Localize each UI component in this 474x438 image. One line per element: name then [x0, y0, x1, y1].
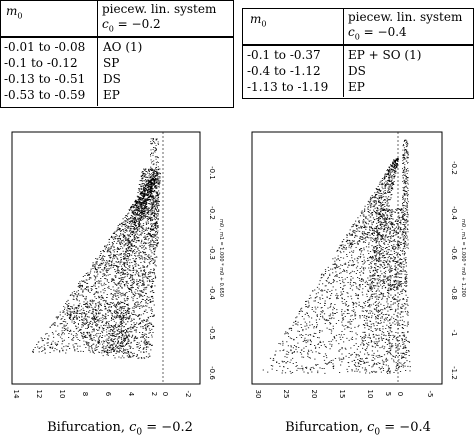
left-row-type: EP [103, 88, 120, 102]
right-type-column: EP + SO (1) DS EP [348, 47, 421, 95]
caption-value: = −0.2 [142, 420, 193, 435]
y-tick-label: -0.2 [450, 161, 458, 175]
y-tick-label: -0.4 [450, 206, 458, 220]
right-header-system: piecew. lin. system [348, 10, 463, 24]
right-row-type: EP [348, 80, 365, 94]
caption-left: Bifurcation, c0 = −0.2 [20, 420, 220, 438]
x-tick-label: 8 [81, 392, 89, 396]
y-axis-side-label: m0 , m1 = 1.000 * m0 + 1.200 [460, 219, 466, 297]
x-tick-label: 6 [104, 392, 112, 397]
right-row-range: -1.13 to -1.19 [247, 80, 329, 94]
y-axis-side-label: m0 , m1 = 1.000 * m0 + 0.650 [218, 219, 224, 297]
right-header-m0: m0 [250, 12, 267, 29]
left-row-range: -0.13 to -0.51 [4, 72, 86, 86]
y-tick-label: -1.2 [450, 366, 458, 380]
left-table-body-frame [0, 37, 234, 108]
x-tick-label: -5 [426, 391, 434, 398]
x-tick-label: 25 [282, 390, 290, 399]
left-header-m0: m0 [6, 4, 23, 21]
left-header-system: piecew. lin. system [102, 2, 217, 16]
caption-right: Bifurcation, c0 = −0.4 [258, 420, 458, 438]
x-tick-label: 30 [254, 390, 262, 399]
right-row-range: -0.1 to -0.37 [247, 48, 321, 62]
y-tick-label: -0.5 [208, 326, 216, 340]
y-tick-label: -0.1 [208, 166, 216, 180]
left-row-type: DS [103, 72, 121, 86]
x-axis: 30 25 20 15 10 5 0 -5 x [254, 390, 434, 408]
x-axis-label: x [404, 407, 408, 408]
left-row-type: AO (1) [103, 40, 143, 54]
right-table-divider [343, 8, 344, 97]
y-tick-label: -0.6 [450, 246, 458, 260]
bifurcation-plot-right: 30 25 20 15 10 5 0 -5 x -0.2 -0.4 -0.6 -… [251, 131, 466, 408]
caption-var: c [367, 420, 375, 435]
left-table-header-frame [0, 0, 234, 37]
x-tick-label: 14 [12, 390, 20, 399]
plot-frame [11, 131, 201, 385]
right-header-c0: c0 = −0.4 [348, 25, 407, 42]
x-tick-label: 0 [161, 392, 169, 396]
x-tick-label: 2 [150, 392, 158, 396]
x-tick-label: 10 [58, 390, 66, 399]
right-row-range: -0.4 to -1.12 [247, 64, 321, 78]
y-axis: -0.2 -0.4 -0.6 -0.8 -1 -1.2 m0 , m1 = 1.… [450, 161, 466, 380]
caption-sub: 0 [374, 427, 381, 438]
x-tick-label: 5 [384, 392, 392, 396]
bifurcation-points [32, 138, 161, 359]
x-tick-label: 15 [338, 390, 346, 399]
x-tick-label: 0 [396, 392, 404, 396]
y-tick-label: -0.2 [208, 206, 216, 220]
y-tick-label: -0.3 [208, 246, 216, 260]
x-tick-label: -2 [184, 391, 192, 398]
left-row-range: -0.1 to -0.12 [4, 56, 78, 70]
caption-var: c [129, 420, 137, 435]
left-row-range: -0.53 to -0.59 [4, 88, 86, 102]
caption-value: = −0.4 [380, 420, 431, 435]
left-table-divider [97, 0, 98, 106]
x-tick-label: 4 [127, 392, 135, 397]
bifurcation-points [262, 139, 411, 374]
caption-prefix: Bifurcation, [285, 420, 368, 435]
x-axis-label: x [168, 407, 172, 408]
x-axis: 14 12 10 8 6 4 2 0 -2 x [12, 390, 192, 408]
caption-sub: 0 [136, 427, 143, 438]
left-row-range: -0.01 to -0.08 [4, 40, 86, 54]
right-row-type: EP + SO (1) [348, 48, 422, 62]
left-row-type: SP [103, 56, 120, 70]
left-type-column: AO (1) SP DS EP [103, 39, 142, 103]
plot-frame [251, 131, 443, 385]
caption-prefix: Bifurcation, [47, 420, 130, 435]
bifurcation-plot-left: 14 12 10 8 6 4 2 0 -2 x -0.1 -0.2 -0.3 -… [11, 131, 224, 408]
y-tick-label: -0.4 [208, 286, 216, 300]
left-range-column: -0.01 to -0.08 -0.1 to -0.12 -0.13 to -0… [4, 39, 85, 103]
left-header-c0: c0 = −0.2 [102, 17, 161, 34]
y-tick-label: -1 [450, 330, 458, 337]
right-range-column: -0.1 to -0.37 -0.4 to -1.12 -1.13 to -1.… [247, 47, 328, 95]
x-tick-label: 20 [310, 390, 318, 399]
x-tick-label: 10 [366, 390, 374, 399]
y-tick-label: -0.6 [208, 366, 216, 380]
y-tick-label: -0.8 [450, 286, 458, 300]
y-axis: -0.1 -0.2 -0.3 -0.4 -0.5 -0.6 m0 , m1 = … [208, 166, 224, 380]
right-row-type: DS [348, 64, 366, 78]
x-tick-label: 12 [35, 390, 43, 399]
